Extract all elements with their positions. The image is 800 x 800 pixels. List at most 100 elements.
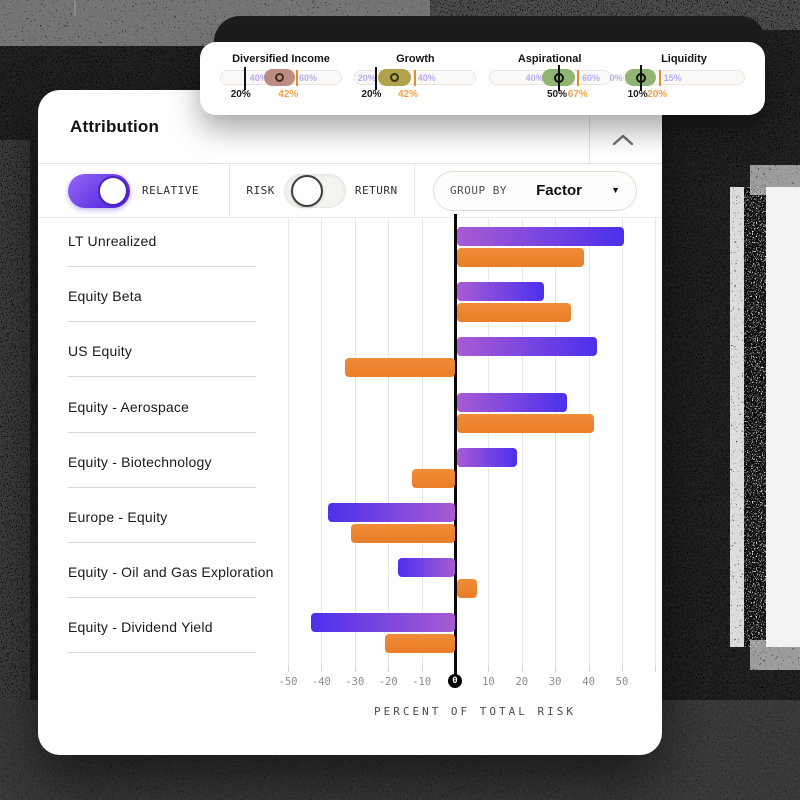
allocation-slider-track[interactable]: 20% 40% [354, 67, 477, 90]
controls-row: RELATIVE RISK RETURN GROUP BY Factor ▼ [38, 164, 662, 218]
range-low-label: 40% [249, 73, 268, 83]
x-tick-label: 20 [515, 676, 529, 688]
gridline [288, 218, 289, 666]
range-low-label: 0% [609, 73, 623, 83]
gridline [354, 218, 356, 666]
plot-area: -50 -40 -30 -20 -10 0 10 20 30 40 50 PERCENT OF TO… [279, 214, 662, 758]
orange-bar[interactable] [344, 358, 455, 378]
gridline [622, 218, 623, 666]
category-divider [68, 597, 256, 599]
group-by-value: Factor [536, 182, 582, 199]
slider-handle-ring-icon [389, 73, 399, 82]
allocation-widget-title: Liquidity [661, 53, 707, 65]
allocation-range-pill[interactable] [264, 69, 296, 86]
slider-marker-icon[interactable] [634, 65, 648, 91]
category-label: Equity - Oil and Gas Exploration [68, 564, 274, 581]
axis-tick [521, 666, 523, 672]
allocation-values: 50% 67% [489, 89, 611, 103]
purple-bar[interactable] [457, 227, 624, 246]
orange-bar[interactable] [457, 579, 478, 599]
gridline [588, 218, 590, 666]
allocation-values: 20% 42% [354, 89, 476, 103]
axis-tick [655, 666, 657, 672]
purple-bar[interactable] [328, 503, 455, 522]
x-tick-label: 30 [548, 676, 562, 688]
orange-bar[interactable] [457, 303, 571, 323]
purple-bar[interactable] [457, 392, 568, 412]
orange-bar[interactable] [384, 634, 455, 654]
axis-tick [321, 666, 323, 672]
orange-bar[interactable] [411, 468, 455, 488]
panel-header: Attribution [38, 90, 662, 164]
allocation-range-pill[interactable] [378, 69, 411, 86]
slider-handle-ring-icon [275, 73, 285, 82]
gridline [521, 218, 523, 666]
risk-return-toggle-group: RISK RETURN [230, 164, 415, 217]
alt-value-tick [658, 70, 661, 86]
x-axis-title: PERCENT OF TOTAL RISK [373, 705, 577, 718]
x-tick-label: -50 [278, 676, 298, 688]
slider-marker-icon[interactable] [552, 65, 566, 91]
relative-toggle-knob[interactable] [98, 175, 128, 206]
axis-tick [555, 666, 557, 672]
purple-bar[interactable] [457, 447, 518, 467]
purple-bar[interactable] [457, 337, 598, 357]
category-divider [68, 431, 256, 433]
header-divider [589, 114, 590, 164]
orange-bar[interactable] [457, 413, 594, 433]
category-divider [68, 652, 256, 654]
range-low-label: 40% [525, 73, 544, 83]
purple-bar[interactable] [457, 282, 544, 302]
range-high-label: 40% [417, 73, 436, 83]
allocation-widget: Liquidity 0% 15% 10% 20% [610, 53, 745, 103]
allocation-slider-track[interactable]: 40% 60% [220, 67, 342, 90]
x-tick-label: -20 [378, 676, 398, 688]
current-value-label: 20% [230, 89, 251, 100]
relative-toggle[interactable] [68, 173, 130, 208]
x-tick-label: 10 [482, 676, 495, 688]
orange-bar[interactable] [457, 248, 584, 267]
range-low-label: 20% [357, 73, 376, 83]
collapse-button[interactable] [602, 126, 644, 154]
risk-return-toggle[interactable] [283, 173, 346, 208]
category-divider [68, 486, 256, 488]
x-tick-label-zero: 0 [448, 674, 462, 688]
group-by-label: GROUP BY [450, 184, 507, 197]
attribution-panel: Attribution RELATIVE RISK RETURN [38, 90, 662, 755]
category-divider [68, 321, 256, 323]
purple-bar[interactable] [311, 613, 455, 633]
risk-return-toggle-knob[interactable] [290, 174, 323, 207]
allocation-slider-track[interactable]: 0% 15% [610, 65, 745, 91]
alt-value-tick [414, 70, 417, 86]
current-value-label: 50% [546, 89, 567, 100]
category-divider [68, 542, 256, 543]
caret-down-icon: ▼ [611, 185, 620, 195]
orange-bar[interactable] [351, 524, 455, 543]
x-tick-label: 50 [615, 676, 629, 688]
alt-value-tick [577, 70, 580, 86]
allocation-widget-title: Aspirational [517, 53, 582, 65]
axis-tick [488, 666, 490, 672]
panel-title: Attribution [70, 116, 160, 136]
purple-bar[interactable] [398, 558, 455, 578]
gridline [388, 218, 390, 666]
allocation-widget-title: Diversified Income [232, 53, 330, 65]
allocation-widget: Growth 20% 40% 20% 42% [354, 53, 477, 103]
x-tick-label: -30 [345, 676, 365, 688]
current-value-tick [244, 67, 246, 90]
category-label: Equity - Biotechnology [68, 453, 212, 470]
allocation-widget: Diversified Income 40% 60% 20% 42% [220, 53, 342, 103]
range-high-label: 60% [299, 73, 318, 83]
group-by-dropdown[interactable]: GROUP BY Factor ▼ [433, 170, 637, 211]
allocation-slider-track[interactable]: 40% 60% [488, 65, 611, 91]
attribution-chart: LT Unrealized Equity Beta US Equity Equity … [38, 214, 662, 758]
allocation-values: 20% 42% [220, 89, 342, 103]
return-label: RETURN [354, 184, 398, 197]
alt-value-label: 20% [647, 89, 668, 100]
category-label: LT Unrealized [68, 233, 157, 249]
x-tick-label: -10 [412, 676, 432, 688]
relative-toggle-label: RELATIVE [142, 184, 199, 197]
alt-value-label: 42% [278, 89, 299, 100]
category-label: Equity - Aerospace [68, 398, 190, 415]
